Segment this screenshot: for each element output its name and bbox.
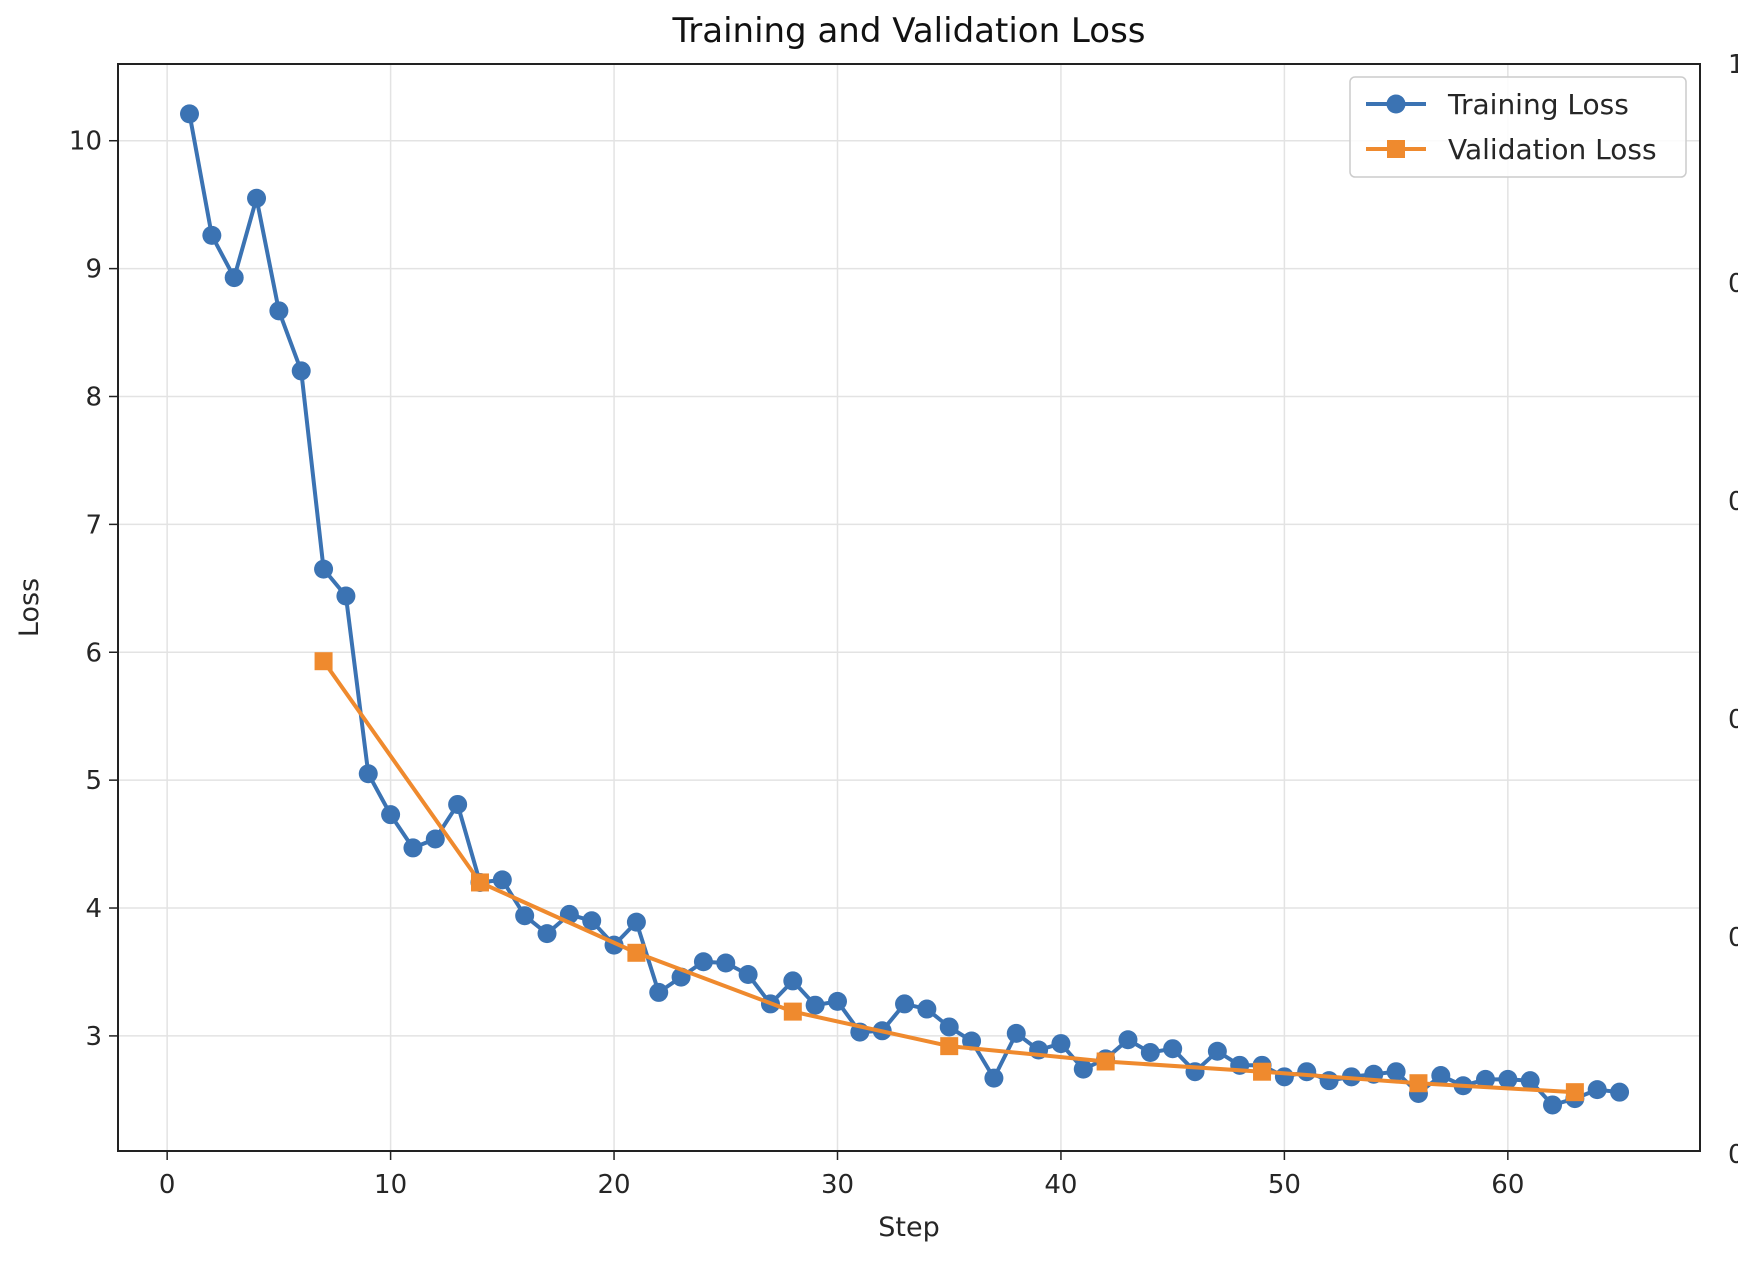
training-loss-point [1587, 1080, 1607, 1100]
validation-loss-point [470, 873, 489, 892]
training-loss-point [1475, 1069, 1495, 1089]
training-loss-point [649, 982, 669, 1002]
series-layer [180, 104, 1630, 1115]
training-loss-point [180, 104, 200, 124]
training-loss-point [247, 188, 267, 208]
validation-loss-point [1253, 1062, 1272, 1081]
training-loss-point [537, 924, 557, 944]
training-loss-point [291, 361, 311, 381]
training-loss-point [805, 995, 825, 1015]
training-loss-point [1140, 1043, 1160, 1063]
training-loss-point [1118, 1030, 1138, 1050]
y-tick-label: 8 [85, 382, 102, 412]
plot-frame [117, 63, 1701, 1152]
training-loss-point [202, 225, 222, 245]
right-axis-tick-fragment: 0 [1728, 269, 1738, 299]
legend-square-marker [1387, 140, 1405, 158]
x-tick-label: 10 [374, 1170, 407, 1200]
training-loss-point [939, 1017, 959, 1037]
y-tick-label: 6 [85, 638, 102, 668]
legend-item: Validation Loss [1366, 133, 1657, 166]
validation-loss-point [1409, 1074, 1428, 1093]
training-loss-point [448, 794, 468, 814]
training-loss-point [827, 991, 847, 1011]
x-tick-label: 30 [821, 1170, 854, 1200]
training-loss-point [1610, 1082, 1630, 1102]
training-loss-point [492, 870, 512, 890]
training-loss-point [1163, 1039, 1183, 1059]
x-axis-title: Step [878, 1212, 939, 1243]
right-axis-tick-fragment: 0 [1728, 1140, 1738, 1170]
validation-loss-point [783, 1002, 802, 1021]
training-loss-point [783, 971, 803, 991]
right-axis-fragments: 1 0 0 0 0 0 [1728, 50, 1738, 1170]
right-axis-tick-fragment: 0 [1728, 923, 1738, 953]
training-loss-point [1051, 1034, 1071, 1054]
y-tick-label: 10 [69, 127, 102, 157]
validation-loss-point [314, 652, 333, 671]
x-tick-label: 60 [1491, 1170, 1524, 1200]
training-loss-point [1006, 1023, 1026, 1043]
training-loss-point [984, 1068, 1004, 1088]
training-loss-point [1297, 1062, 1317, 1082]
chart-title: Training and Validation Loss [671, 11, 1145, 51]
right-axis-tick-fragment: 0 [1728, 705, 1738, 735]
training-loss-point [269, 301, 289, 321]
legend-box [1349, 76, 1687, 178]
training-loss-point [515, 906, 535, 926]
legend: Training Loss Validation Loss [1349, 76, 1687, 178]
training-loss-point [738, 965, 758, 985]
training-loss-point [962, 1031, 982, 1051]
training-loss-point [917, 999, 937, 1019]
validation-loss-point [940, 1037, 959, 1056]
training-loss-point [224, 268, 244, 288]
y-tick-label: 3 [85, 1022, 102, 1052]
training-loss-point [381, 805, 401, 825]
y-tick-label: 9 [85, 255, 102, 285]
grid-lines [118, 64, 1700, 1151]
y-tick-label: 7 [85, 510, 102, 540]
training-loss-point [582, 911, 602, 931]
training-loss-point [336, 586, 356, 606]
x-tick-label: 0 [159, 1170, 176, 1200]
training-loss-point [1274, 1067, 1294, 1087]
x-tick-label: 40 [1044, 1170, 1077, 1200]
legend-item: Training Loss [1366, 88, 1629, 121]
y-tick-label: 5 [85, 766, 102, 796]
validation-loss-point [1565, 1083, 1584, 1102]
right-axis-tick-fragment: 0 [1728, 487, 1738, 517]
validation-loss-point [627, 943, 646, 962]
validation-loss-series [314, 652, 1584, 1102]
training-loss-point [1386, 1062, 1406, 1082]
training-loss-point [1543, 1095, 1563, 1115]
training-loss-point [1520, 1071, 1540, 1091]
training-loss-point [358, 764, 378, 784]
axis-ticks: 0 10 20 30 40 50 60 3 4 5 6 7 8 9 10 [69, 127, 1524, 1200]
training-loss-point [626, 912, 646, 932]
y-axis-title: Loss [14, 578, 45, 637]
x-tick-label: 50 [1268, 1170, 1301, 1200]
training-loss-point [895, 994, 915, 1014]
right-axis-tick-fragment: 1 [1728, 50, 1738, 80]
training-loss-point [716, 953, 736, 973]
training-loss-point [403, 838, 423, 858]
legend-label: Validation Loss [1448, 133, 1657, 166]
legend-label: Training Loss [1447, 88, 1629, 121]
training-loss-point [1073, 1059, 1093, 1079]
x-tick-label: 20 [598, 1170, 631, 1200]
legend-circle-marker [1386, 94, 1406, 114]
y-tick-label: 4 [85, 894, 102, 924]
training-loss-point [1319, 1071, 1339, 1091]
validation-loss-point [1096, 1052, 1115, 1071]
training-loss-point [1207, 1041, 1227, 1061]
training-loss-point [1498, 1069, 1518, 1089]
training-loss-point [693, 952, 713, 972]
training-loss-point [314, 559, 334, 579]
training-loss-point [425, 829, 445, 849]
training-loss-point [1431, 1066, 1451, 1086]
